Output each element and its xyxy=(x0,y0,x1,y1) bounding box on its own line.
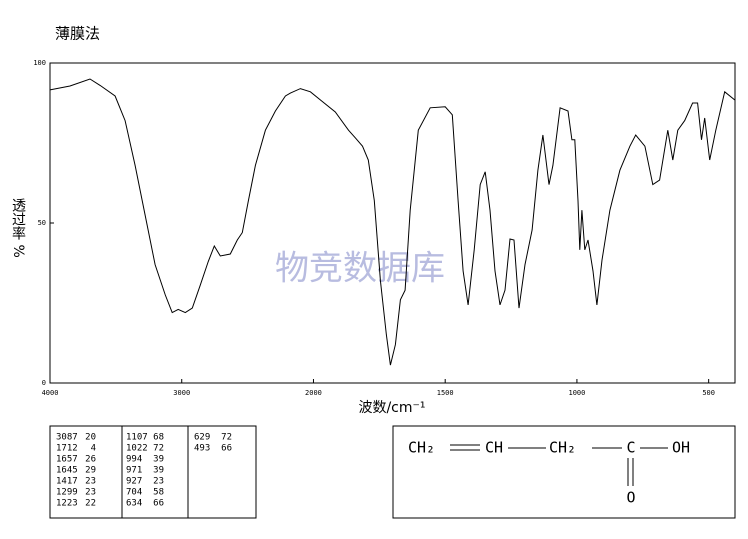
x-tick-label: 3000 xyxy=(173,389,190,397)
peak-wavenumber: 927 xyxy=(126,477,142,487)
atom: O xyxy=(626,489,635,507)
peak-transmittance: 68 xyxy=(153,433,164,443)
watermark: 物竞数据库 xyxy=(275,249,445,289)
peak-wavenumber: 1657 xyxy=(56,455,78,465)
peak-wavenumber: 1107 xyxy=(126,433,148,443)
peak-wavenumber: 1712 xyxy=(56,444,78,454)
x-tick-label: 1500 xyxy=(437,389,454,397)
peak-wavenumber: 1645 xyxy=(56,466,78,476)
peak-wavenumber: 1417 xyxy=(56,477,78,487)
peak-transmittance: 72 xyxy=(221,433,232,443)
x-tick-label: 1000 xyxy=(568,389,585,397)
peak-wavenumber: 629 xyxy=(194,433,210,443)
y-tick-label: 100 xyxy=(33,59,46,67)
x-tick-label: 2000 xyxy=(305,389,322,397)
peak-wavenumber: 493 xyxy=(194,444,210,454)
peak-wavenumber: 634 xyxy=(126,499,142,509)
peak-wavenumber: 994 xyxy=(126,455,142,465)
y-tick-label: 50 xyxy=(38,219,46,227)
group: OH xyxy=(672,439,690,457)
plot-frame xyxy=(49,62,736,384)
spectrum-line xyxy=(49,78,736,366)
x-tick-label: 4000 xyxy=(42,389,59,397)
peak-wavenumber: 704 xyxy=(126,488,142,498)
x-axis-label: 波数/cm⁻¹ xyxy=(358,400,425,416)
group: CH₂ xyxy=(549,439,576,457)
peak-transmittance: 23 xyxy=(85,477,96,487)
peak-table-frame xyxy=(49,425,257,519)
peak-transmittance: 72 xyxy=(153,444,164,454)
x-tick-label: 500 xyxy=(702,389,715,397)
peak-transmittance: 4 xyxy=(91,444,96,454)
group: CH xyxy=(485,439,503,457)
peak-wavenumber: 1223 xyxy=(56,499,78,509)
y-tick-label: 0 xyxy=(42,379,46,387)
peak-transmittance: 29 xyxy=(85,466,96,476)
peak-transmittance: 26 xyxy=(85,455,96,465)
peak-transmittance: 39 xyxy=(153,455,164,465)
peak-transmittance: 66 xyxy=(221,444,232,454)
peak-wavenumber: 1299 xyxy=(56,488,78,498)
peak-transmittance: 58 xyxy=(153,488,164,498)
group: CH₂ xyxy=(408,439,435,457)
peak-transmittance: 22 xyxy=(85,499,96,509)
y-axis-label: 透过率 % xyxy=(10,198,26,258)
peak-transmittance: 66 xyxy=(153,499,164,509)
peak-wavenumber: 971 xyxy=(126,466,142,476)
structure-frame xyxy=(392,425,736,519)
peak-transmittance: 39 xyxy=(153,466,164,476)
group: C xyxy=(626,439,635,457)
bonds xyxy=(450,444,668,486)
peak-transmittance: 23 xyxy=(153,477,164,487)
chart-title: 薄膜法 xyxy=(55,25,100,43)
peak-transmittance: 23 xyxy=(85,488,96,498)
peak-transmittance: 20 xyxy=(85,433,96,443)
peak-wavenumber: 1022 xyxy=(126,444,148,454)
peak-wavenumber: 3087 xyxy=(56,433,78,443)
